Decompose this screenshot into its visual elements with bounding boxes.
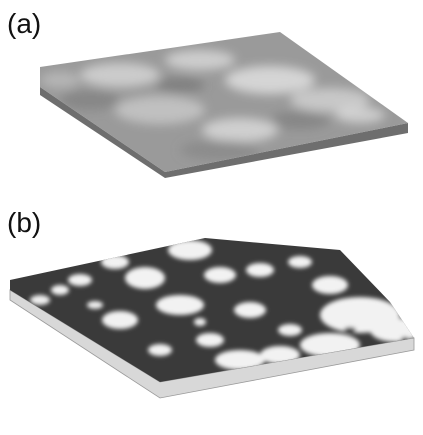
surface-a <box>40 32 408 178</box>
surface-b <box>10 238 420 398</box>
